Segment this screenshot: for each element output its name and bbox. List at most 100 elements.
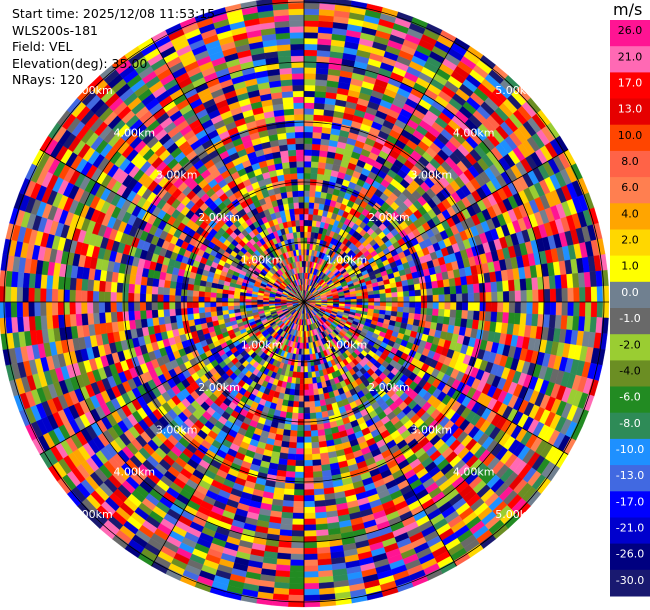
range-gate xyxy=(303,377,309,385)
range-gate xyxy=(292,190,299,198)
range-gate xyxy=(403,307,410,314)
range-gate xyxy=(296,436,305,443)
range-gate xyxy=(315,517,328,525)
range-gate xyxy=(157,294,164,303)
range-gate xyxy=(288,202,295,210)
range-gate xyxy=(294,131,305,139)
range-gate xyxy=(303,2,320,10)
range-gate xyxy=(288,441,297,449)
range-gate xyxy=(479,301,486,312)
range-gate xyxy=(294,213,300,221)
range-gate xyxy=(303,383,309,391)
range-gate xyxy=(438,308,445,317)
range-gate xyxy=(461,310,469,320)
range-gate xyxy=(174,288,182,296)
range-gate xyxy=(303,571,319,578)
range-gate xyxy=(280,440,290,448)
range-gate xyxy=(22,287,29,303)
range-gate xyxy=(303,489,315,496)
range-gate xyxy=(22,301,29,317)
range-gate xyxy=(239,298,246,303)
range-gate xyxy=(98,280,106,292)
range-gate xyxy=(294,477,305,484)
range-gate xyxy=(311,377,317,384)
range-gate xyxy=(432,308,439,317)
range-gate xyxy=(92,290,100,303)
range-gate xyxy=(287,149,297,157)
range-gate xyxy=(104,301,111,313)
range-gate xyxy=(292,406,299,414)
range-gate xyxy=(303,459,313,467)
range-gate xyxy=(508,301,516,314)
range-gate xyxy=(228,309,235,315)
range-gate xyxy=(4,301,12,318)
range-gate xyxy=(294,383,300,391)
range-gate xyxy=(279,67,293,75)
range-gate xyxy=(227,297,234,303)
range-gate xyxy=(290,542,305,549)
range-gate xyxy=(303,8,320,16)
range-gate xyxy=(291,524,305,531)
range-gate xyxy=(312,459,322,467)
range-gate xyxy=(290,55,305,62)
range-gate xyxy=(227,305,235,311)
range-gate xyxy=(391,306,398,312)
range-gate xyxy=(294,483,305,490)
range-gate xyxy=(532,301,539,315)
range-gate xyxy=(315,67,329,75)
range-gate xyxy=(57,288,64,303)
range-gate xyxy=(157,286,165,295)
range-gate xyxy=(293,102,305,109)
range-gate xyxy=(192,301,199,308)
range-gate xyxy=(122,282,130,293)
range-gate xyxy=(403,301,410,308)
range-gate xyxy=(98,312,106,324)
range-gate xyxy=(283,108,295,116)
range-gate xyxy=(409,301,416,308)
range-gate xyxy=(297,424,305,432)
range-gate xyxy=(303,530,317,537)
range-gate xyxy=(303,366,308,373)
range-gate xyxy=(496,311,504,323)
range-gate xyxy=(296,166,305,174)
range-gate xyxy=(311,447,321,455)
range-gate xyxy=(303,372,309,379)
range-gate xyxy=(531,313,539,327)
range-gate xyxy=(174,301,182,309)
range-gate xyxy=(312,471,323,478)
range-gate xyxy=(303,559,318,567)
range-gate xyxy=(303,424,311,432)
range-gate xyxy=(251,301,258,305)
range-gate xyxy=(286,137,296,145)
range-gate xyxy=(303,500,315,508)
range-gate xyxy=(116,311,124,322)
range-gate xyxy=(303,389,310,396)
range-gate xyxy=(204,301,211,308)
range-gate xyxy=(415,301,422,309)
range-gate xyxy=(303,465,314,473)
range-gate xyxy=(45,301,53,316)
range-gate xyxy=(317,161,327,169)
range-gate xyxy=(317,435,327,443)
range-gate xyxy=(442,316,450,326)
range-gate xyxy=(467,301,475,312)
range-gate xyxy=(303,143,313,150)
range-gate xyxy=(233,298,240,303)
range-gate xyxy=(301,348,305,355)
range-gate xyxy=(309,196,316,203)
range-gate xyxy=(198,296,205,303)
range-gate xyxy=(319,399,327,407)
range-gate xyxy=(227,301,234,307)
range-gate xyxy=(86,290,94,303)
range-gate xyxy=(316,173,325,181)
range-gate xyxy=(221,293,229,299)
range-gate xyxy=(157,301,164,310)
range-gate xyxy=(303,448,313,455)
range-gate xyxy=(299,213,305,221)
range-gate xyxy=(497,301,504,313)
range-gate xyxy=(298,395,305,402)
range-gate xyxy=(303,149,313,156)
range-gate xyxy=(186,295,193,303)
range-gate xyxy=(291,73,305,80)
